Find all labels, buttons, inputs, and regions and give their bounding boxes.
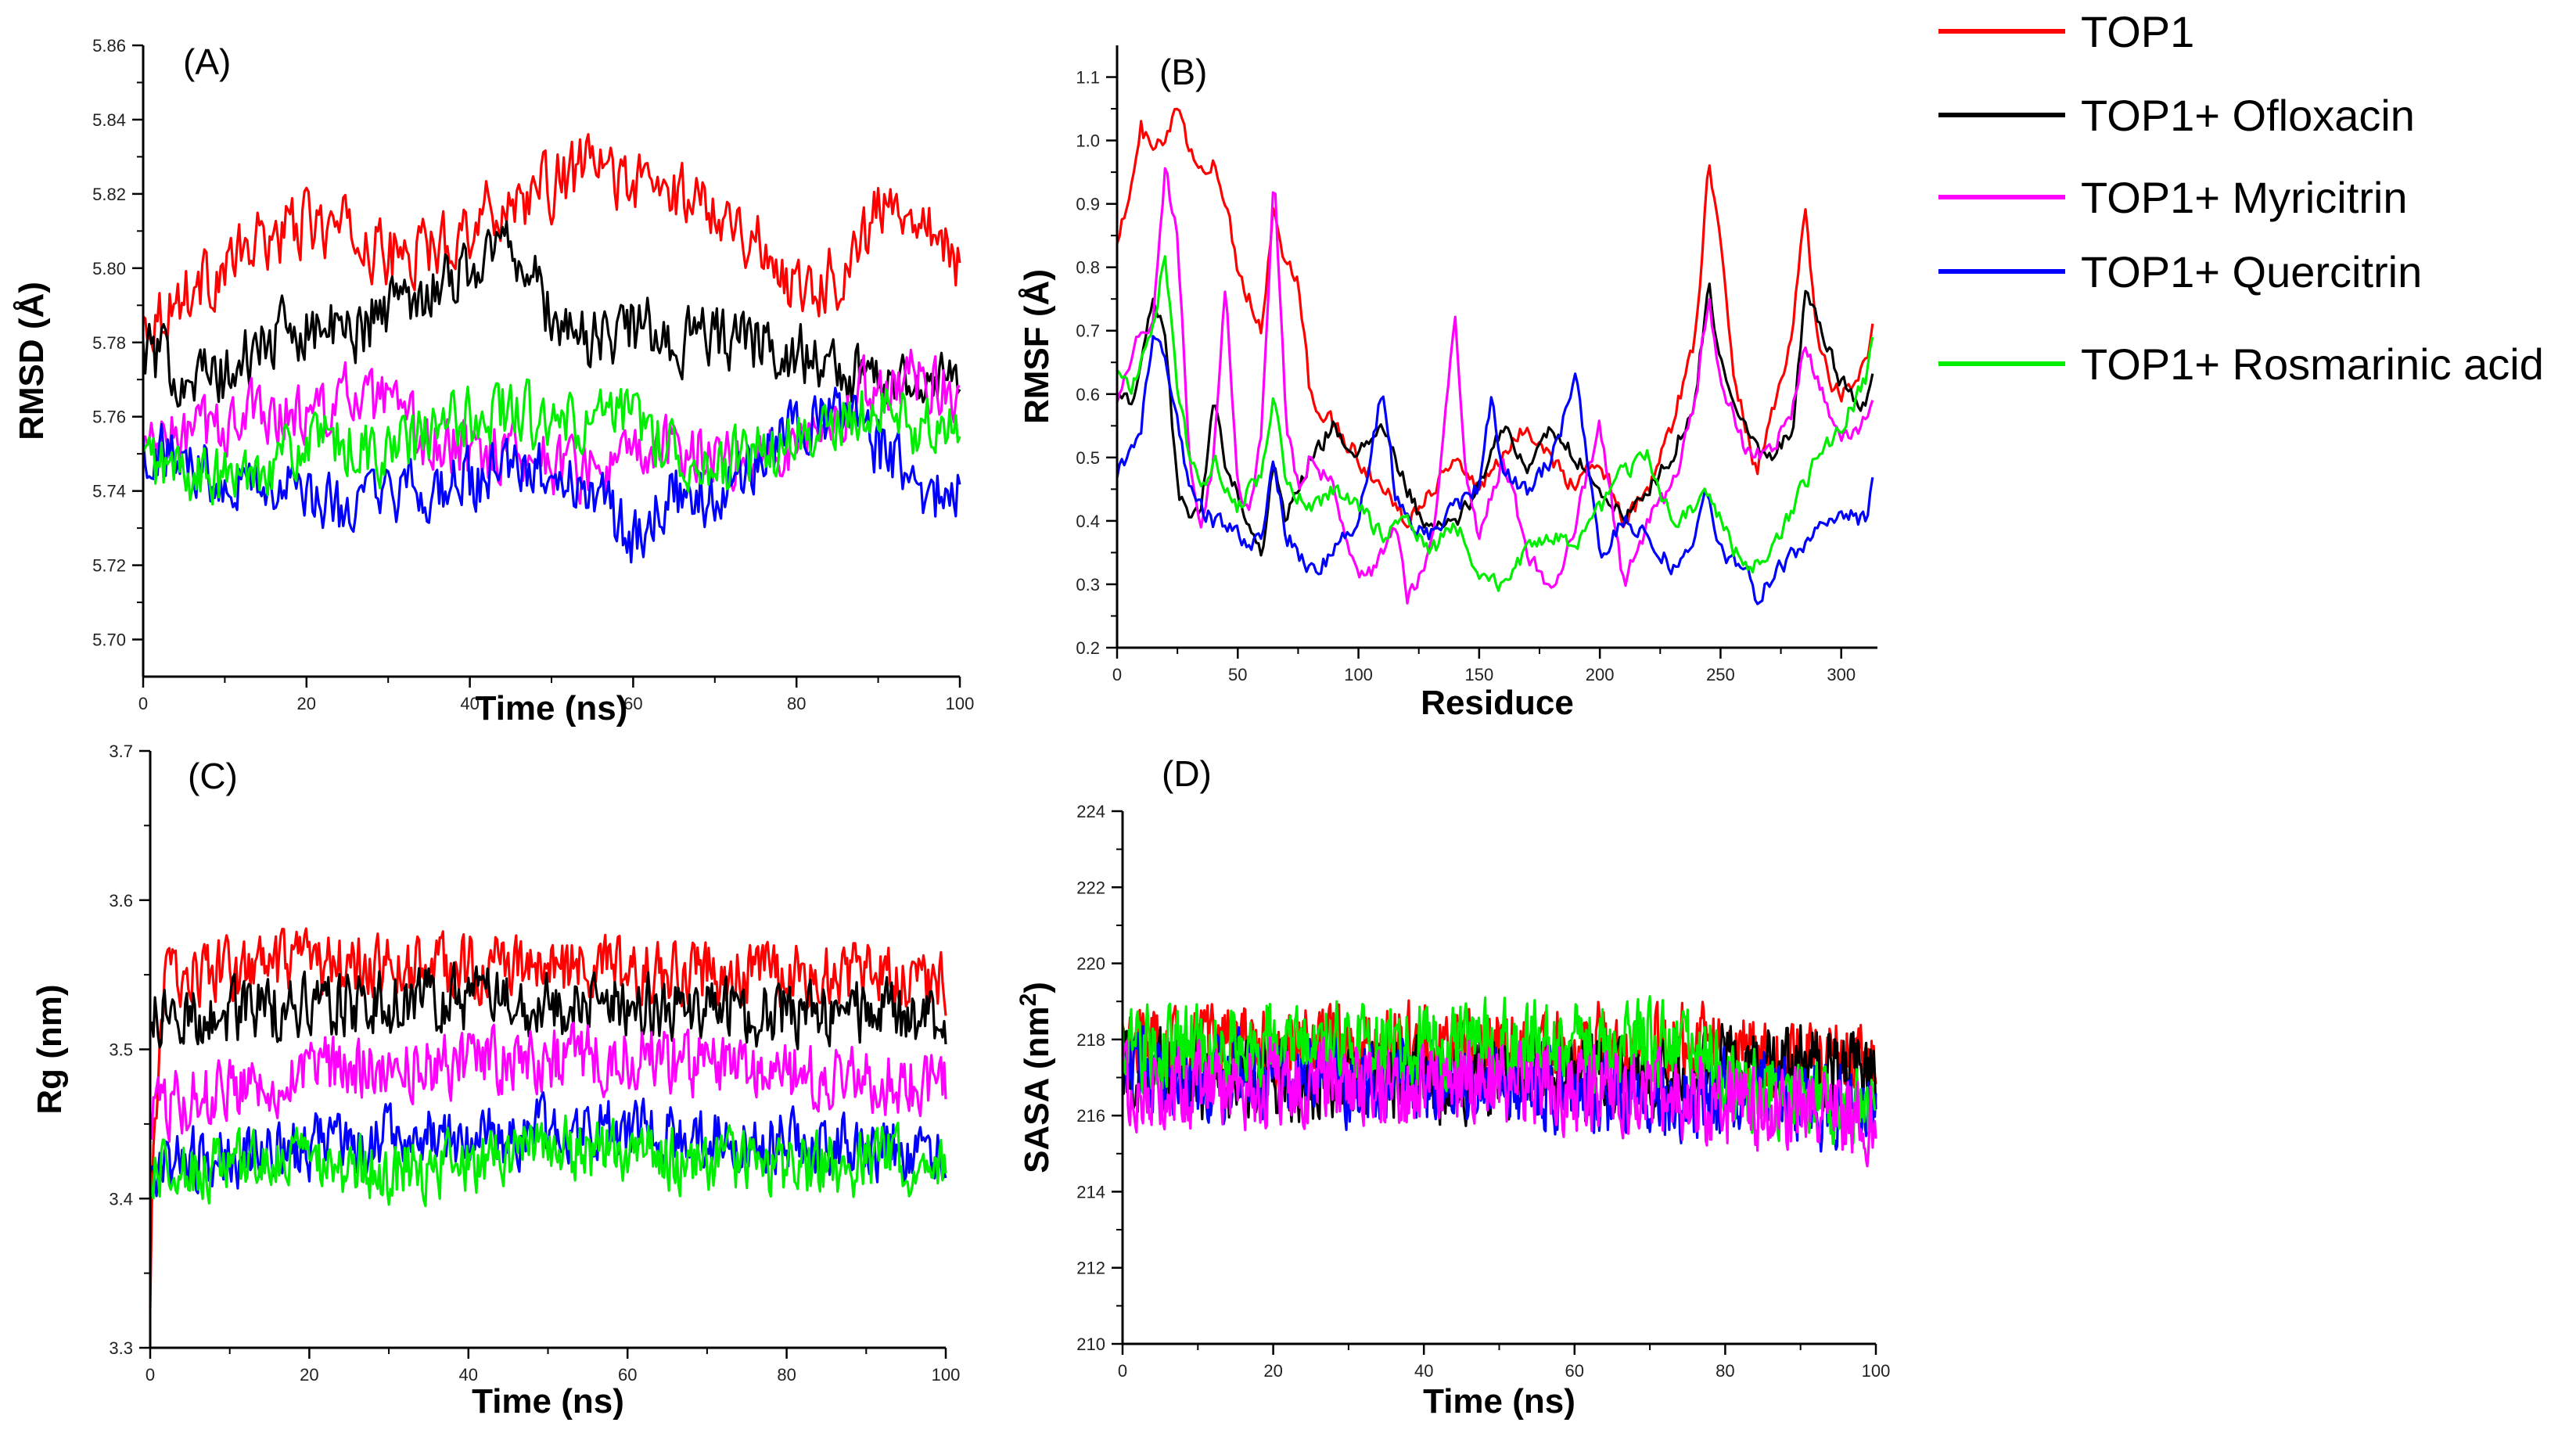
x-axis-label: Time (ns) bbox=[476, 689, 628, 727]
x-tick-label: 300 bbox=[1827, 665, 1856, 684]
panel-d: 0 20 40 60 80 100 210 212 214 216 218 220 222 224 Time… bbox=[1015, 753, 1891, 1421]
y-tick-label: 3.3 bbox=[109, 1338, 133, 1358]
x-tick-label: 20 bbox=[297, 694, 316, 713]
y-tick-label: 3.4 bbox=[109, 1189, 133, 1209]
series-line-top1 bbox=[142, 133, 961, 353]
panel-c: 0 20 40 60 80 100 3.3 3.4 3.5 3.6 3.7 Time (ns) Rg (… bbox=[31, 742, 960, 1421]
panel-label: (C) bbox=[188, 756, 238, 796]
y-tick-label: 5.78 bbox=[92, 333, 126, 353]
x-tick-label: 80 bbox=[1716, 1361, 1734, 1381]
legend-label-top1-ofloxacin: TOP1+ Ofloxacin bbox=[2081, 91, 2415, 140]
series-line-top1-ofloxacin bbox=[1121, 1022, 1877, 1127]
x-tick-label: 100 bbox=[932, 1365, 961, 1385]
y-tick-label: 0.3 bbox=[1076, 575, 1100, 594]
series-line-top1-myricitrin bbox=[149, 1022, 947, 1144]
y-tick-label: 218 bbox=[1076, 1030, 1105, 1050]
y-axis-label: SASA (nm2) bbox=[1015, 982, 1057, 1173]
y-tick-label: 224 bbox=[1076, 802, 1105, 821]
x-tick-label: 50 bbox=[1228, 665, 1247, 684]
x-tick-label: 40 bbox=[1414, 1361, 1433, 1381]
y-tick-label: 5.80 bbox=[92, 259, 126, 278]
series-line-top1-ofloxacin bbox=[149, 961, 947, 1051]
y-tick-label: 0.5 bbox=[1076, 448, 1100, 468]
x-tick-label: 40 bbox=[459, 1365, 478, 1385]
y-axis-label: RMSF (Å) bbox=[1018, 269, 1056, 424]
x-tick-label: 0 bbox=[138, 694, 148, 713]
series-line-top1-rosmarinic-acid bbox=[142, 378, 961, 506]
x-tick-label: 100 bbox=[946, 694, 975, 713]
y-tick-label: 216 bbox=[1076, 1106, 1105, 1126]
x-tick-label: 60 bbox=[618, 1365, 637, 1385]
y-axis-label: Rg (nm) bbox=[31, 984, 69, 1114]
y-tick-label: 214 bbox=[1076, 1182, 1105, 1202]
x-tick-label: 80 bbox=[787, 694, 806, 713]
panel-label: (B) bbox=[1159, 52, 1207, 92]
x-tick-label: 0 bbox=[1118, 1361, 1127, 1381]
legend-label-top1: TOP1 bbox=[2081, 7, 2194, 56]
x-tick-label: 80 bbox=[777, 1365, 796, 1385]
panel-label: (D) bbox=[1162, 753, 1212, 794]
x-tick-label: 40 bbox=[460, 694, 479, 713]
series-line-top1-ofloxacin bbox=[142, 220, 961, 408]
series-line-top1 bbox=[1116, 107, 1874, 529]
panel-a: 0 20 40 60 80 100 5.70 5.72 5.74 5.76 5.78 5.80 5.82… bbox=[13, 36, 974, 727]
series-line-top1-rosmarinic-acid bbox=[149, 1114, 947, 1208]
y-tick-label: 0.6 bbox=[1076, 385, 1100, 404]
y-tick-label: 1.1 bbox=[1076, 68, 1100, 88]
x-tick-label: 200 bbox=[1586, 665, 1615, 684]
y-tick-label: 5.72 bbox=[92, 556, 126, 576]
x-axis-label: Residuce bbox=[1421, 684, 1574, 722]
y-tick-label: 0.8 bbox=[1076, 258, 1100, 278]
series-line-top1-myricitrin bbox=[1121, 1036, 1877, 1168]
y-tick-label: 0.7 bbox=[1076, 321, 1100, 341]
y-tick-label: 0.4 bbox=[1076, 512, 1100, 531]
x-tick-label: 60 bbox=[623, 694, 642, 713]
y-tick-label: 3.5 bbox=[109, 1040, 133, 1060]
y-tick-label: 212 bbox=[1076, 1259, 1105, 1278]
x-tick-label: 100 bbox=[1862, 1361, 1891, 1381]
y-axis-label: RMSD (Å) bbox=[13, 282, 51, 440]
y-tick-label: 5.70 bbox=[92, 630, 126, 650]
y-tick-label: 0.9 bbox=[1076, 195, 1100, 214]
panel-label: (A) bbox=[183, 41, 231, 82]
series-line-top1-ofloxacin bbox=[1116, 282, 1874, 557]
y-tick-label: 3.6 bbox=[109, 891, 133, 911]
series-line-top1-myricitrin bbox=[1116, 167, 1874, 605]
x-tick-label: 0 bbox=[146, 1365, 155, 1385]
y-tick-label: 5.74 bbox=[92, 482, 126, 501]
x-tick-label: 20 bbox=[1263, 1361, 1282, 1381]
x-tick-label: 150 bbox=[1464, 665, 1493, 684]
series-line-top1-quercitrin bbox=[142, 386, 961, 564]
y-tick-label: 5.82 bbox=[92, 185, 126, 204]
x-tick-label: 20 bbox=[300, 1365, 318, 1385]
x-tick-label: 250 bbox=[1706, 665, 1735, 684]
legend: TOP1 TOP1+ Ofloxacin TOP1+ Myricitrin TOP1+… bbox=[1938, 7, 2544, 389]
y-tick-label: 222 bbox=[1076, 878, 1105, 897]
y-tick-label: 1.0 bbox=[1076, 131, 1100, 151]
x-tick-label: 100 bbox=[1344, 665, 1373, 684]
y-tick-label: 0.2 bbox=[1076, 638, 1100, 658]
y-tick-label: 5.84 bbox=[92, 110, 126, 130]
legend-label-top1-quercitrin: TOP1+ Quercitrin bbox=[2081, 247, 2422, 296]
series-line-top1-rosmarinic-acid bbox=[1116, 255, 1874, 592]
y-tick-label: 3.7 bbox=[109, 742, 133, 761]
y-tick-label: 5.86 bbox=[92, 36, 126, 56]
y-tick-label: 220 bbox=[1076, 954, 1105, 974]
x-tick-label: 60 bbox=[1565, 1361, 1584, 1381]
series-line-top1 bbox=[149, 927, 947, 1309]
x-axis-label: Time (ns) bbox=[1423, 1382, 1575, 1421]
y-tick-label: 5.76 bbox=[92, 408, 126, 427]
panel-b: 0 50 100 150 200 250 300 0.2 0.3 0.4 0.5 0.6 0.7 0.8 0… bbox=[1018, 45, 1877, 722]
x-axis-label: Time (ns) bbox=[472, 1382, 624, 1421]
legend-label-top1-rosmarinic-acid: TOP1+ Rosmarinic acid bbox=[2081, 339, 2544, 389]
legend-label-top1-myricitrin: TOP1+ Myricitrin bbox=[2081, 173, 2407, 222]
y-tick-label: 210 bbox=[1076, 1334, 1105, 1354]
x-tick-label: 0 bbox=[1112, 665, 1122, 684]
series-line-top1-rosmarinic-acid bbox=[1121, 995, 1877, 1145]
